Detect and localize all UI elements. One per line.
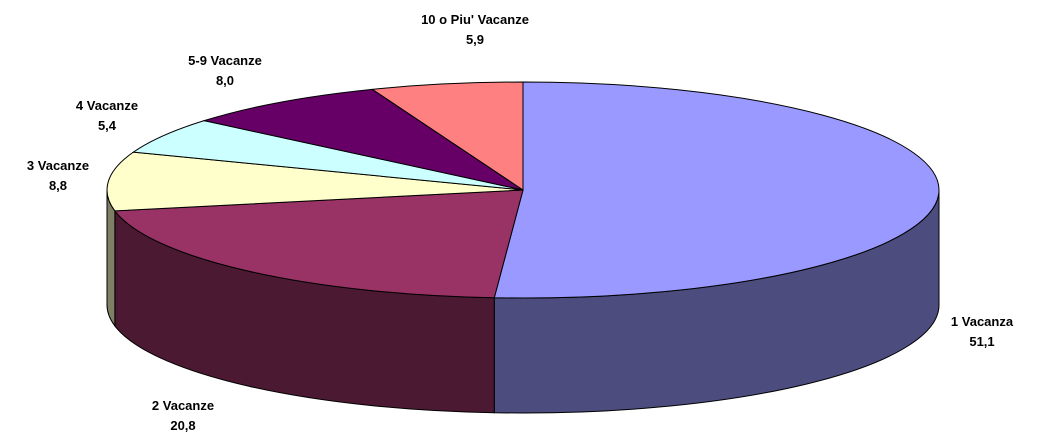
slice-label: 2 Vacanze bbox=[152, 398, 214, 413]
slice-label: 4 Vacanze bbox=[76, 98, 138, 113]
slice-label: 5-9 Vacanze bbox=[188, 53, 262, 68]
pie-slice bbox=[493, 81, 940, 299]
slice-value-label: 5,9 bbox=[466, 32, 484, 47]
slice-value-label: 5,4 bbox=[98, 118, 117, 133]
pie-slice bbox=[106, 151, 524, 212]
slice-label: 1 Vacanza bbox=[951, 314, 1014, 329]
slice-value-label: 20,8 bbox=[170, 418, 195, 433]
slice-value-label: 8,8 bbox=[49, 178, 67, 193]
pie-slice bbox=[131, 120, 524, 191]
pie-slice bbox=[113, 189, 524, 299]
slice-label: 3 Vacanze bbox=[27, 158, 89, 173]
slice-value-label: 51,1 bbox=[969, 334, 994, 349]
pie-tops bbox=[106, 81, 940, 299]
pie-slice bbox=[202, 88, 524, 191]
slice-value-label: 8,0 bbox=[216, 73, 234, 88]
pie-slice bbox=[370, 81, 524, 191]
pie-side bbox=[106, 189, 116, 328]
slice-label: 10 o Piu' Vacanze bbox=[421, 12, 529, 27]
